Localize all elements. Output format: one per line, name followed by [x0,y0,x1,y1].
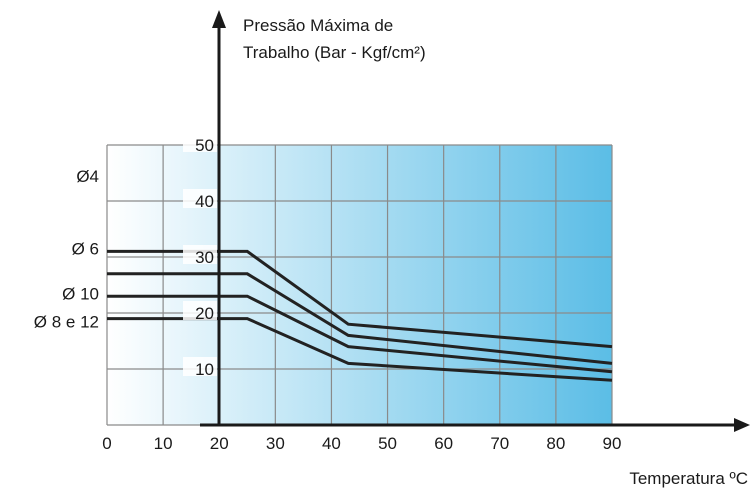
y-tick-label: 10 [195,360,214,379]
y-tick-label-bg [183,245,217,264]
x-tick-label: 10 [154,434,173,453]
series-lines [107,249,613,382]
series-line [107,317,613,382]
y-tick-label: 40 [195,192,214,211]
series-label: Ø 10 [62,284,99,303]
y-tick-label-bg [183,301,217,320]
plot-background [107,145,612,425]
x-tick-label: 70 [490,434,509,453]
x-tick-label: 30 [266,434,285,453]
x-tick-label: 90 [603,434,622,453]
series-label: Ø4 [76,167,99,186]
y-tick-labels: 10 20 30 40 50 [183,133,217,379]
x-tick-labels: 0 10 20 30 40 50 60 70 80 90 [102,434,621,453]
y-axis-title-line-1: Pressão Máxima de [243,16,393,35]
y-tick-label-bg [183,133,217,152]
x-axis-arrow-icon [734,418,750,432]
x-tick-label: 40 [322,434,341,453]
y-tick-label: 30 [195,248,214,267]
y-axis-title-line-2: Trabalho (Bar - Kgf/cm²) [243,43,426,62]
x-tick-label: 80 [546,434,565,453]
series-labels: Ø4 Ø 6 Ø 10 Ø 8 e 12 [34,167,99,332]
series-label: Ø 8 e 12 [34,312,99,331]
x-tick-label: 0 [102,434,111,453]
x-tick-label: 60 [434,434,453,453]
x-axis-title: Temperatura ºC [629,469,748,488]
x-tick-label: 50 [378,434,397,453]
y-tick-label-bg [183,357,217,376]
series-line [107,272,613,365]
series-line [107,294,613,374]
y-axis-arrow-icon [212,10,226,28]
y-tick-label-bg [183,189,217,208]
y-tick-label: 50 [195,136,214,155]
series-label: Ø 6 [72,240,99,259]
series-line [107,249,613,349]
y-tick-label: 20 [195,304,214,323]
x-tick-label: 20 [210,434,229,453]
